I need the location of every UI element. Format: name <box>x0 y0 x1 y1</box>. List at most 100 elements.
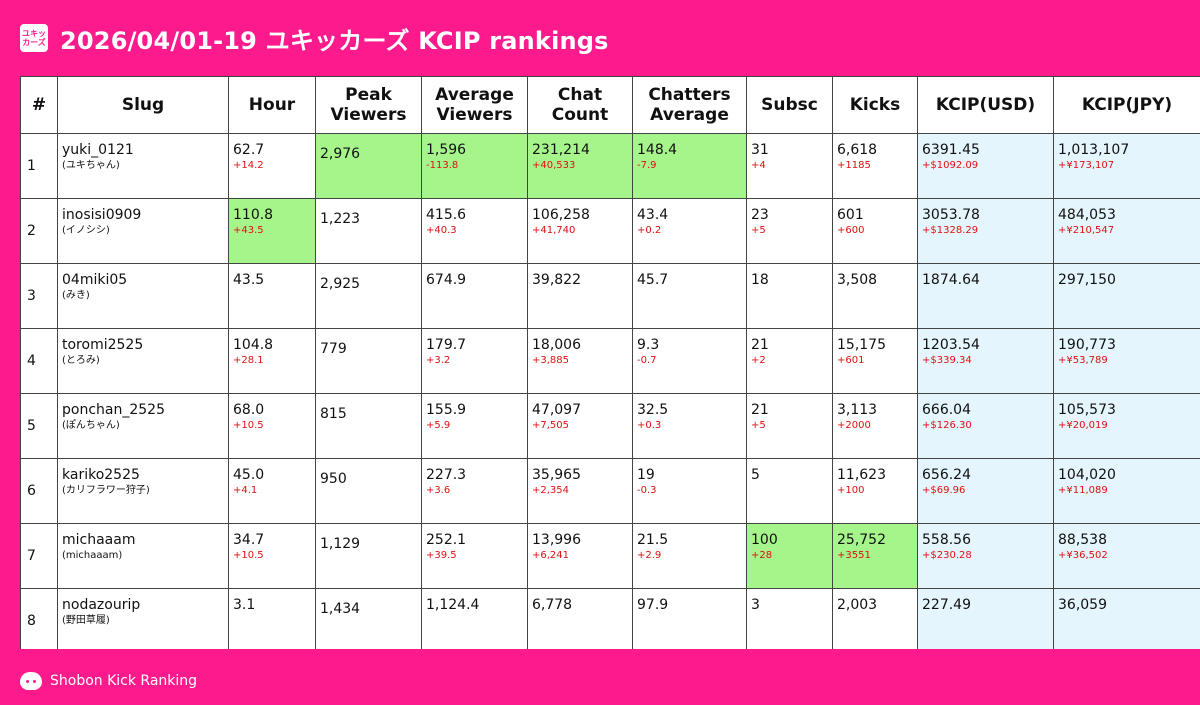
table-row[interactable]: 3 04miki05 (みき) 43.5 2,925 674.9 39,822 45.7 18 3… <box>20 263 1200 329</box>
chat-value: 39,822 <box>532 272 581 288</box>
kicks-value: 25,752 <box>837 532 886 548</box>
chatters-cell: 97.9 <box>632 588 747 649</box>
hour-cell: 45.0 +4.1 <box>228 458 316 524</box>
hour-delta: +14.2 <box>233 160 264 171</box>
subsc-cell: 31 +4 <box>746 133 833 199</box>
chat-delta: +6,241 <box>532 550 570 561</box>
kicks-delta: +3551 <box>837 550 871 561</box>
column-header-chatters-average[interactable]: Chatters Average <box>632 76 747 134</box>
chat-value: 47,097 <box>532 402 581 418</box>
hour-value: 62.7 <box>233 142 265 158</box>
hour-delta: +43.5 <box>233 225 264 236</box>
chat-cell: 39,822 <box>527 263 633 329</box>
chatters-cell: 19 -0.3 <box>632 458 747 524</box>
avg-delta: +40.3 <box>426 225 457 236</box>
usd-cell: 1203.54 +$339.34 <box>917 328 1054 394</box>
jpy-value: 105,573 <box>1058 402 1116 418</box>
subsc-cell: 21 +2 <box>746 328 833 394</box>
subsc-value: 5 <box>751 467 760 483</box>
chatters-cell: 21.5 +2.9 <box>632 523 747 589</box>
chatters-delta: +2.9 <box>637 550 662 561</box>
column-header-rank[interactable]: # <box>20 76 58 134</box>
avg-cell: 415.6 +40.3 <box>421 198 528 264</box>
subsc-cell: 18 <box>746 263 833 329</box>
avg-delta: +39.5 <box>426 550 457 561</box>
slug-cell: inosisi0909 (イノシシ) <box>57 198 229 264</box>
subsc-cell: 100 +28 <box>746 523 833 589</box>
jpy-delta: +¥53,789 <box>1058 355 1108 366</box>
display-name: (とろみ) <box>62 355 100 366</box>
hour-delta: +4.1 <box>233 485 258 496</box>
chatters-value: 45.7 <box>637 272 669 288</box>
subsc-cell: 3 <box>746 588 833 649</box>
display-name: (michaaam) <box>62 550 123 561</box>
peak-cell: 2,925 <box>315 263 422 329</box>
rank-cell: 6 <box>20 458 58 524</box>
chat-cell: 13,996 +6,241 <box>527 523 633 589</box>
chatters-delta: +0.2 <box>637 225 662 236</box>
display-name: (カリフラワー狩子) <box>62 485 150 496</box>
usd-cell: 6391.45 +$1092.09 <box>917 133 1054 199</box>
chat-value: 18,006 <box>532 337 581 353</box>
column-header-slug[interactable]: Slug <box>57 76 229 134</box>
chatters-value: 148.4 <box>637 142 678 158</box>
rank-cell: 8 <box>20 588 58 649</box>
kicks-cell: 3,113 +2000 <box>832 393 918 459</box>
chat-delta: +2,354 <box>532 485 570 496</box>
rank-cell: 2 <box>20 198 58 264</box>
slug-cell: michaaam (michaaam) <box>57 523 229 589</box>
table-row[interactable]: 4 toromi2525 (とろみ) 104.8 +28.1 779 179.7 +3.2 18… <box>20 328 1200 394</box>
column-header-kcip-usd[interactable]: KCIP(USD) <box>917 76 1054 134</box>
table-row[interactable]: 8 nodazourip (野田草履) 3.1 1,434 1,124.4 6,778 97.… <box>20 588 1200 649</box>
column-header-kcip-jpy[interactable]: KCIP(JPY) <box>1053 76 1200 134</box>
jpy-delta: +¥36,502 <box>1058 550 1108 561</box>
kicks-cell: 3,508 <box>832 263 918 329</box>
table-row[interactable]: 2 inosisi0909 (イノシシ) 110.8 +43.5 1,223 415.6 +4… <box>20 198 1200 264</box>
table-row[interactable]: 6 kariko2525 (カリフラワー狩子) 45.0 +4.1 950 227.3 +3.… <box>20 458 1200 524</box>
jpy-cell: 104,020 +¥11,089 <box>1053 458 1200 524</box>
rank-cell: 1 <box>20 133 58 199</box>
avg-value: 415.6 <box>426 207 467 223</box>
column-header-peak-viewers[interactable]: Peak Viewers <box>315 76 422 134</box>
column-header-kicks[interactable]: Kicks <box>832 76 918 134</box>
table-row[interactable]: 7 michaaam (michaaam) 34.7 +10.5 1,129 252.1 +3… <box>20 523 1200 589</box>
chat-cell: 47,097 +7,505 <box>527 393 633 459</box>
chat-value: 231,214 <box>532 142 590 158</box>
kicks-delta: +1185 <box>837 160 871 171</box>
column-header-hour[interactable]: Hour <box>228 76 316 134</box>
usd-delta: +$339.34 <box>922 355 972 366</box>
table-row[interactable]: 5 ponchan_2525 (ぽんちゃん) 68.0 +10.5 815 155.9 +5.… <box>20 393 1200 459</box>
jpy-cell: 190,773 +¥53,789 <box>1053 328 1200 394</box>
slug-cell: 04miki05 (みき) <box>57 263 229 329</box>
jpy-cell: 297,150 <box>1053 263 1200 329</box>
peak-value: 1,129 <box>320 536 361 552</box>
peak-value: 815 <box>320 406 347 422</box>
jpy-cell: 1,013,107 +¥173,107 <box>1053 133 1200 199</box>
column-header-chat-count[interactable]: Chat Count <box>527 76 633 134</box>
usd-cell: 3053.78 +$1328.29 <box>917 198 1054 264</box>
avg-value: 252.1 <box>426 532 467 548</box>
usd-cell: 666.04 +$126.30 <box>917 393 1054 459</box>
jpy-value: 190,773 <box>1058 337 1116 353</box>
peak-cell: 2,976 <box>315 133 422 199</box>
chatters-value: 9.3 <box>637 337 660 353</box>
kicks-delta: +600 <box>837 225 865 236</box>
peak-cell: 815 <box>315 393 422 459</box>
column-header-subsc[interactable]: Subsc <box>746 76 833 134</box>
peak-value: 779 <box>320 341 347 357</box>
peak-cell: 1,129 <box>315 523 422 589</box>
column-header-average-viewers[interactable]: Average Viewers <box>421 76 528 134</box>
chatters-value: 19 <box>637 467 655 483</box>
subsc-delta: +28 <box>751 550 773 561</box>
jpy-delta: +¥20,019 <box>1058 420 1108 431</box>
usd-delta: +$126.30 <box>922 420 972 431</box>
table-row[interactable]: 1 yuki_0121 (ユキちゃん) 62.7 +14.2 2,976 1,596 -113… <box>20 133 1200 199</box>
hour-cell: 68.0 +10.5 <box>228 393 316 459</box>
slug-value: michaaam <box>62 532 136 548</box>
chatters-delta: -7.9 <box>637 160 657 171</box>
slug-cell: kariko2525 (カリフラワー狩子) <box>57 458 229 524</box>
avg-value: 1,596 <box>426 142 467 158</box>
chatters-value: 43.4 <box>637 207 669 223</box>
chat-value: 106,258 <box>532 207 590 223</box>
jpy-cell: 36,059 <box>1053 588 1200 649</box>
